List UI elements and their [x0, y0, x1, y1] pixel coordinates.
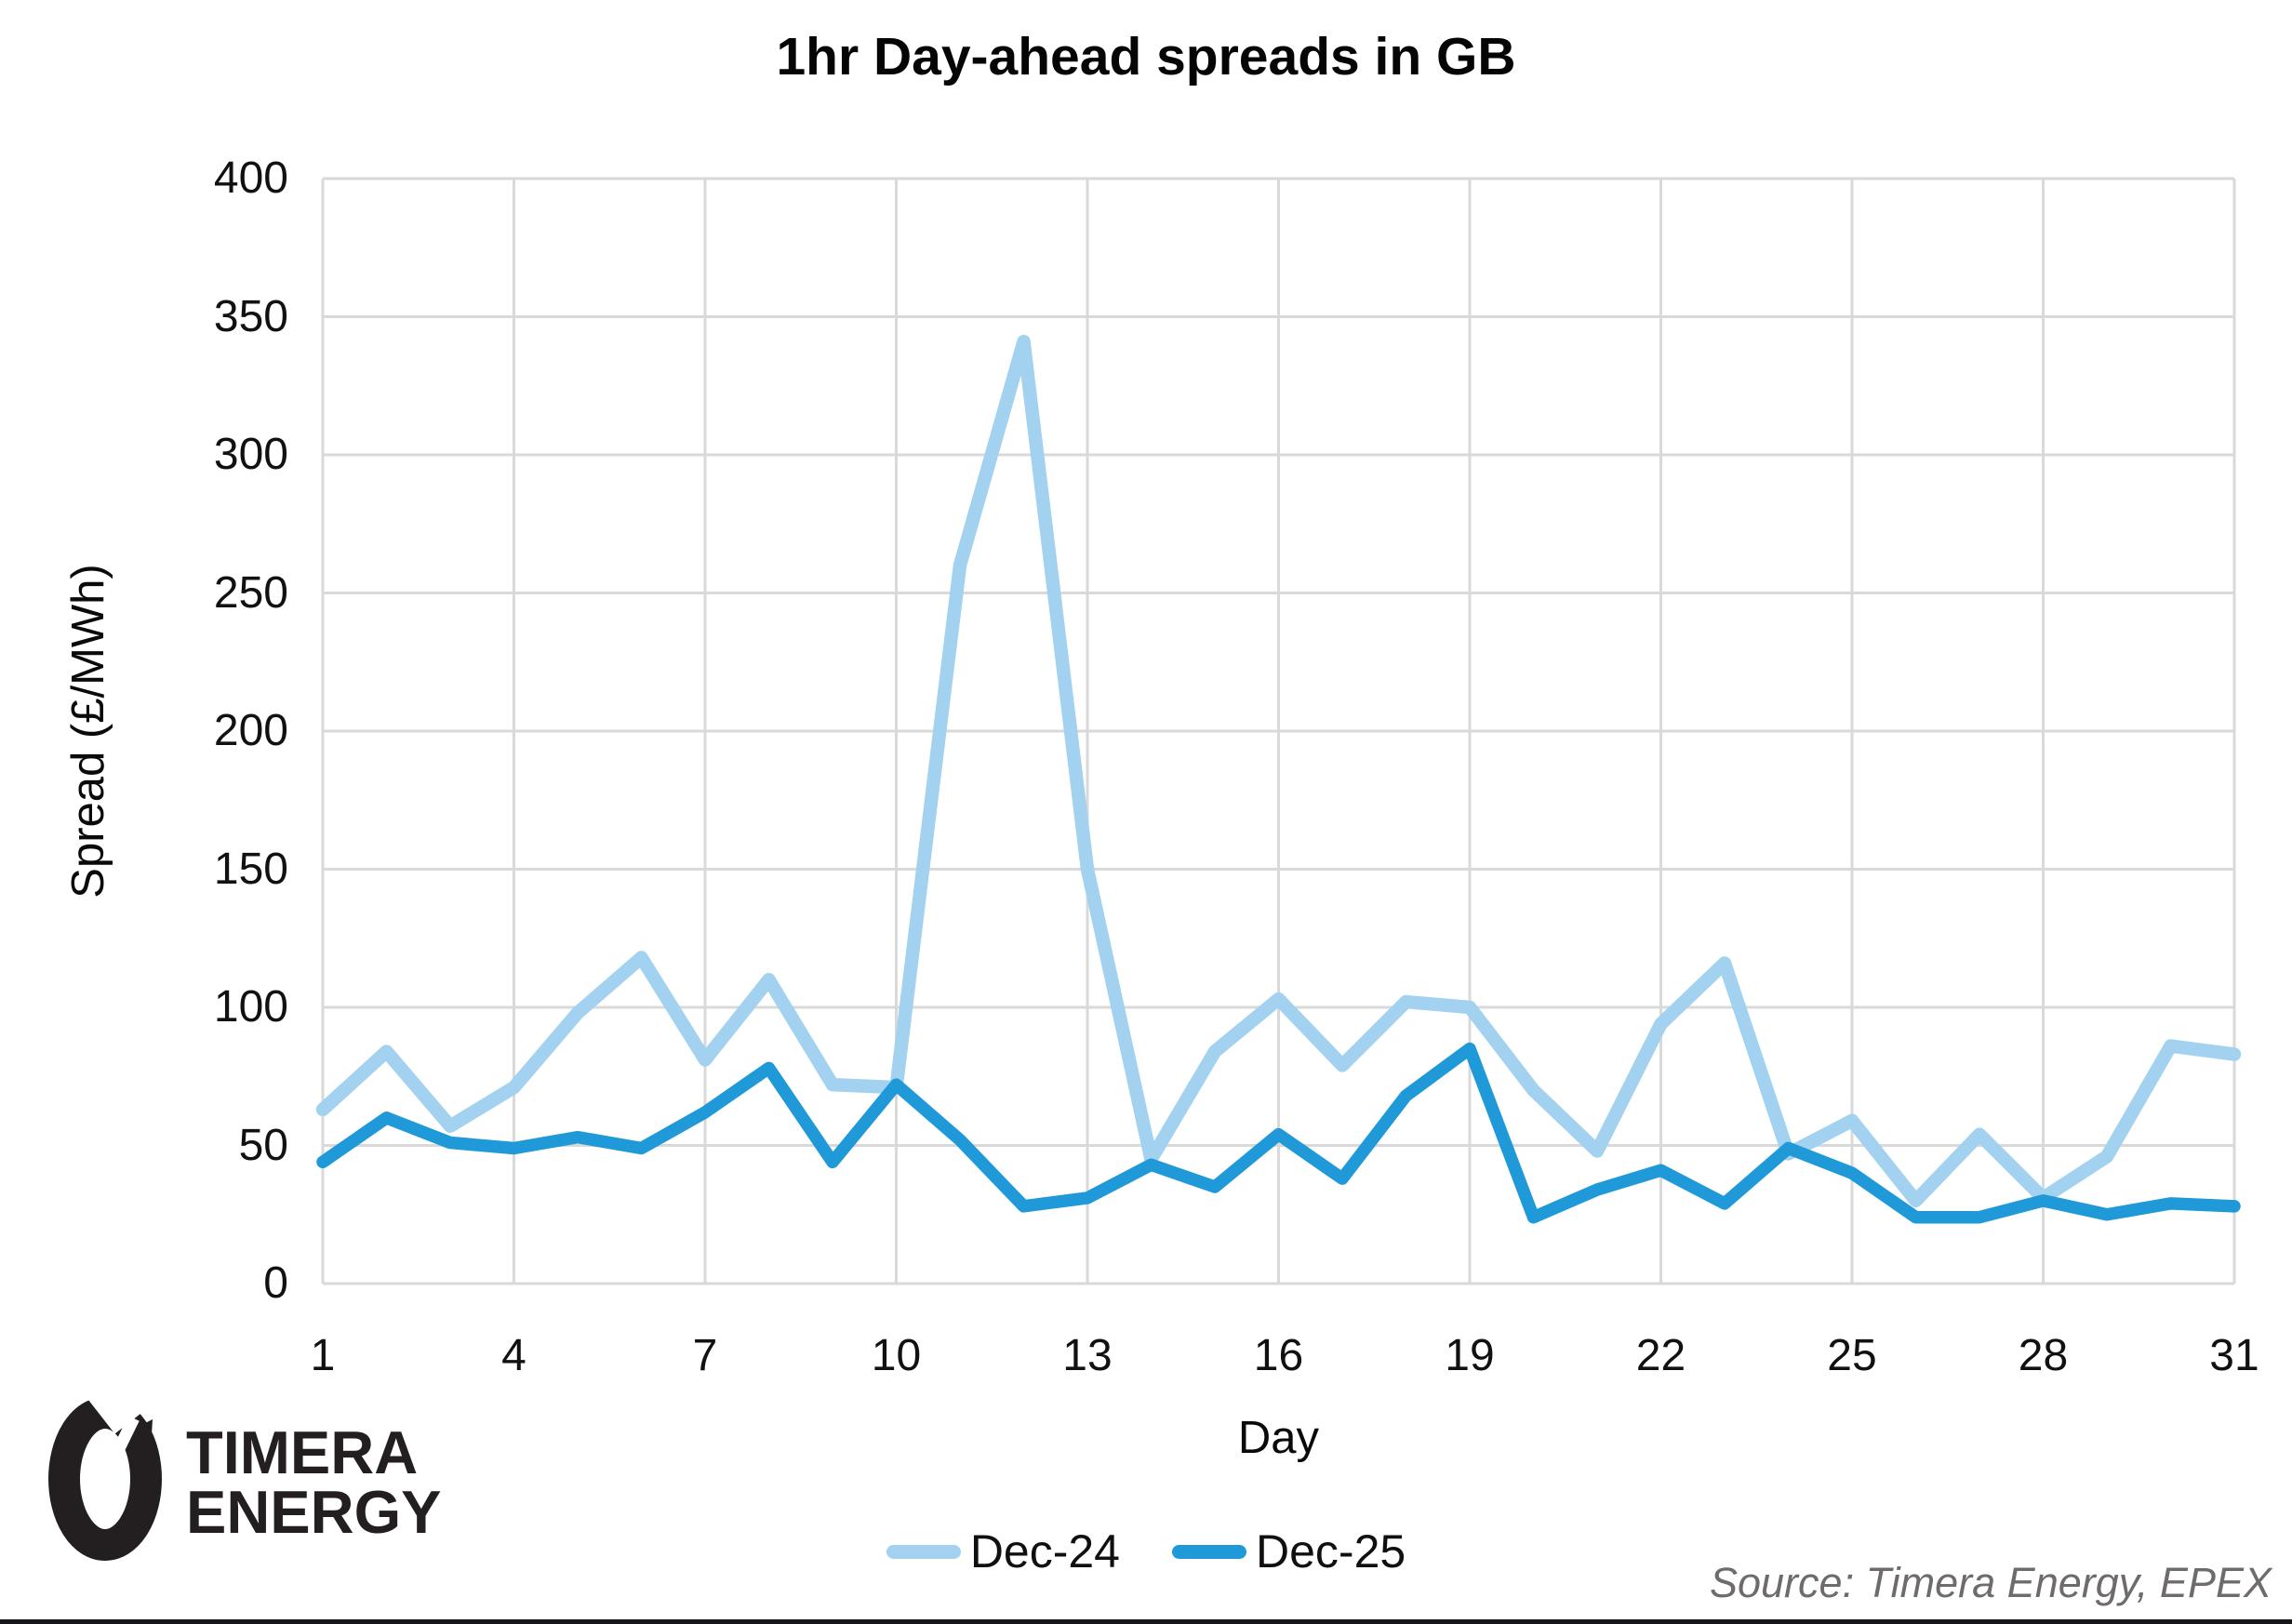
- legend-label-dec25: Dec-25: [1256, 1525, 1406, 1577]
- x-tick-label: 4: [501, 1331, 526, 1380]
- timera-logo-text: TIMERA ENERGY: [186, 1418, 442, 1546]
- source-note: Source: Timera Energy, EPEX: [1709, 1559, 2272, 1606]
- logo-line1: TIMERA: [186, 1418, 419, 1486]
- x-tick-label: 16: [1253, 1331, 1304, 1380]
- y-tick-label: 350: [213, 291, 288, 341]
- x-tick-label: 31: [2209, 1331, 2259, 1380]
- timera-energy-logo: TIMERA ENERGY: [48, 1391, 442, 1563]
- x-axis-title: Day: [1237, 1413, 1320, 1463]
- bottom-border-line: [0, 1619, 2292, 1624]
- legend-item-dec25: Dec-25: [1172, 1524, 1406, 1578]
- x-tick-label: 25: [1827, 1331, 1877, 1380]
- x-tick-label: 19: [1445, 1331, 1495, 1380]
- y-tick-label: 200: [213, 706, 288, 755]
- logo-line2: ENERGY: [186, 1478, 442, 1546]
- y-tick-label: 300: [213, 430, 288, 479]
- x-tick-label: 10: [871, 1331, 922, 1380]
- dec25-line-swatch-icon: [1172, 1544, 1246, 1559]
- y-tick-label: 250: [213, 567, 288, 618]
- x-tick-label: 28: [2018, 1331, 2069, 1380]
- timera-logo-icon: [48, 1391, 167, 1561]
- x-tick-label: 1: [310, 1331, 336, 1380]
- chart-title: 1hr Day-ahead spreads in GB: [776, 27, 1516, 87]
- legend-item-dec24: Dec-24: [886, 1524, 1120, 1578]
- x-tick-label: 22: [1635, 1331, 1686, 1380]
- dec24-line-swatch-icon: [886, 1544, 961, 1559]
- legend-label-dec24: Dec-24: [969, 1525, 1120, 1577]
- x-tick-label: 13: [1062, 1331, 1113, 1380]
- y-tick-label: 100: [213, 982, 288, 1032]
- y-tick-label: 0: [263, 1258, 288, 1308]
- y-tick-label: 400: [213, 153, 288, 203]
- x-tick-label: 7: [692, 1331, 718, 1380]
- legend: Dec-24 Dec-25: [0, 1516, 2292, 1587]
- y-tick-label: 50: [238, 1120, 288, 1170]
- y-tick-label: 150: [213, 844, 288, 894]
